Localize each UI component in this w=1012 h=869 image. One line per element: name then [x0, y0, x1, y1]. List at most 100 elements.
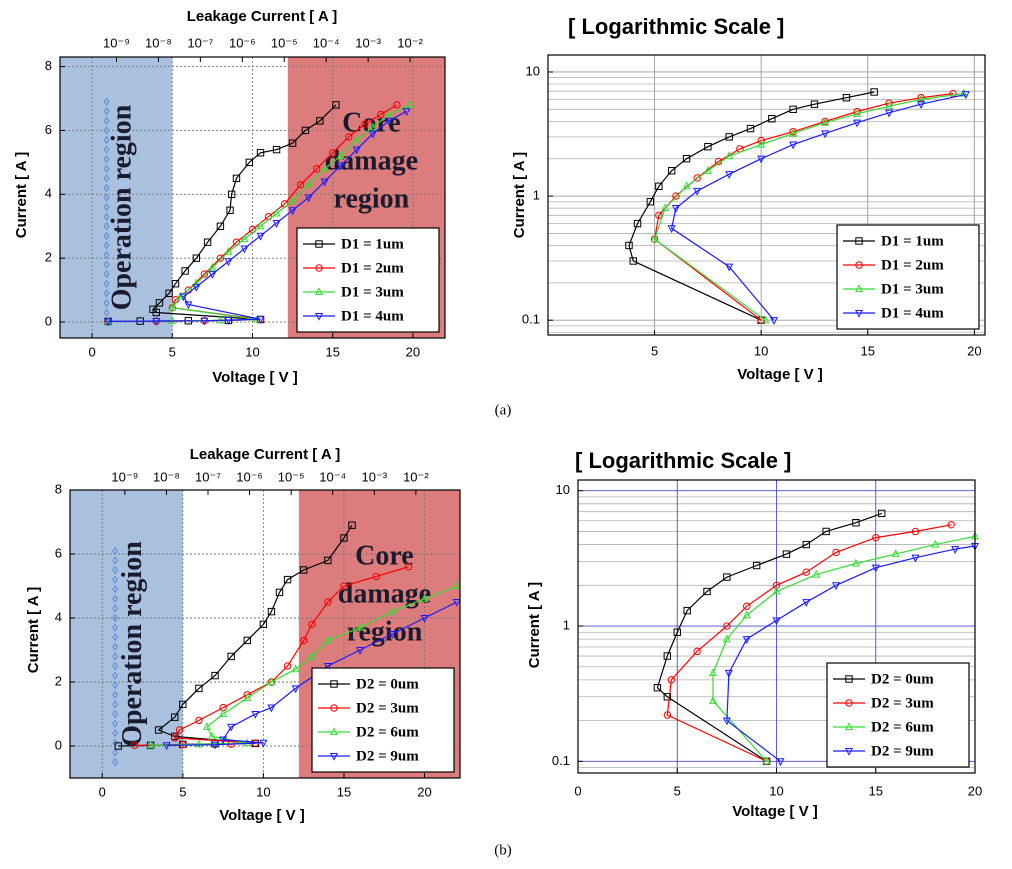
x-tick-label: 20	[417, 784, 431, 799]
x-tick-label: 5	[179, 784, 186, 799]
y-axis-label: Current [ A ]	[511, 152, 528, 238]
series-line	[666, 524, 952, 762]
legend-marker	[854, 309, 864, 318]
marker	[340, 534, 348, 542]
legend-label: D2 = 0um	[356, 676, 419, 692]
marker	[810, 100, 819, 108]
legend-label: D2 = 9um	[871, 743, 934, 759]
marker	[165, 289, 173, 297]
y-tick-label: 2	[45, 250, 52, 265]
marker	[112, 594, 118, 603]
series-line	[726, 545, 976, 762]
y-tick-label: 0	[45, 313, 52, 328]
marker	[725, 171, 734, 180]
marker	[667, 225, 676, 234]
x2-tick-label: 10⁻⁴	[313, 35, 340, 50]
legend-box	[296, 227, 440, 333]
chart: 5 10 15 20 0.1 1 10 D1 = 1um D1 = 2um D1 = 3um D1 …	[511, 14, 986, 383]
marker	[179, 293, 188, 302]
x-tick-label: 5	[169, 344, 176, 359]
marker	[821, 117, 830, 126]
caption: (b)	[494, 842, 512, 858]
marker	[103, 193, 110, 202]
x-tick-label: 10	[754, 343, 768, 358]
region-label: Core	[342, 107, 401, 138]
marker	[891, 549, 900, 558]
marker	[208, 271, 217, 279]
legend-label: D1 = 3um	[881, 281, 944, 297]
x-tick-label: 20	[968, 783, 982, 798]
legend-label: D2 = 6um	[356, 724, 419, 740]
x2-tick-label: 10⁻⁷	[187, 35, 213, 50]
marker	[757, 155, 766, 164]
marker	[203, 238, 212, 246]
marker	[275, 588, 284, 597]
plot-frame	[547, 54, 986, 336]
y-axis-label: Current [ A ]	[526, 582, 543, 668]
x-tick-label: 15	[337, 784, 351, 799]
marker	[812, 569, 821, 578]
y-tick-label: 4	[45, 186, 52, 201]
x2-axis-label: Leakage Current [ A ]	[190, 446, 341, 463]
series-line	[712, 535, 976, 762]
marker	[723, 573, 731, 581]
legend-marker	[330, 704, 338, 712]
marker	[112, 652, 118, 661]
legend-marker	[855, 261, 863, 269]
marker	[112, 623, 118, 632]
marker	[832, 582, 841, 591]
x2-tick-label: 10⁻⁹	[103, 35, 130, 50]
marker	[103, 174, 110, 183]
y-tick-label: 2	[55, 673, 62, 688]
marker	[650, 234, 659, 243]
marker	[789, 105, 797, 114]
marker	[288, 139, 297, 147]
marker	[103, 250, 110, 260]
marker	[103, 308, 110, 317]
marker	[356, 622, 365, 631]
marker	[146, 740, 155, 749]
marker	[947, 521, 955, 529]
marker	[112, 719, 118, 728]
marker	[103, 126, 110, 135]
marker	[682, 155, 691, 163]
marker	[104, 318, 113, 327]
marker	[723, 622, 731, 630]
marker	[103, 289, 110, 298]
marker	[917, 101, 926, 109]
marker	[384, 109, 393, 118]
legend-box	[836, 224, 980, 330]
marker	[673, 628, 681, 636]
marker	[112, 642, 118, 651]
marker	[114, 742, 123, 750]
x-tick-label: 15	[869, 783, 883, 798]
marker	[742, 610, 751, 619]
x2-tick-label: 10⁻⁷	[195, 469, 221, 484]
marker	[283, 575, 292, 584]
series-line	[166, 601, 458, 746]
marker	[757, 139, 766, 148]
y-tick-label: 8	[45, 58, 52, 73]
legend-label: D1 = 2um	[341, 260, 404, 276]
marker	[299, 636, 308, 645]
marker	[356, 646, 365, 655]
marker	[226, 206, 234, 214]
x-tick-label: 15	[861, 343, 875, 358]
x2-tick-label: 10⁻⁶	[229, 35, 256, 50]
legend-label: D1 = 1um	[881, 233, 944, 249]
legend-label: D2 = 3um	[871, 695, 934, 711]
marker	[130, 741, 139, 750]
y-tick-label: 8	[55, 481, 62, 496]
marker	[324, 556, 332, 565]
x-tick-label: 15	[325, 344, 339, 359]
marker	[393, 101, 401, 109]
marker	[404, 563, 413, 571]
marker	[761, 315, 770, 324]
x2-tick-label: 10⁻⁵	[271, 35, 298, 50]
marker	[336, 151, 345, 160]
marker	[112, 671, 118, 680]
marker	[243, 693, 252, 702]
marker	[259, 739, 268, 748]
chart: 0 5 10 15 20 0 2 4 6 8 10⁻⁹ 10⁻⁸ 10⁻⁷ 10⁻⁶ 10⁻⁵ 10⁻⁴ 10⁻…	[13, 8, 446, 386]
x2-tick-label: 10⁻⁸	[153, 469, 180, 484]
